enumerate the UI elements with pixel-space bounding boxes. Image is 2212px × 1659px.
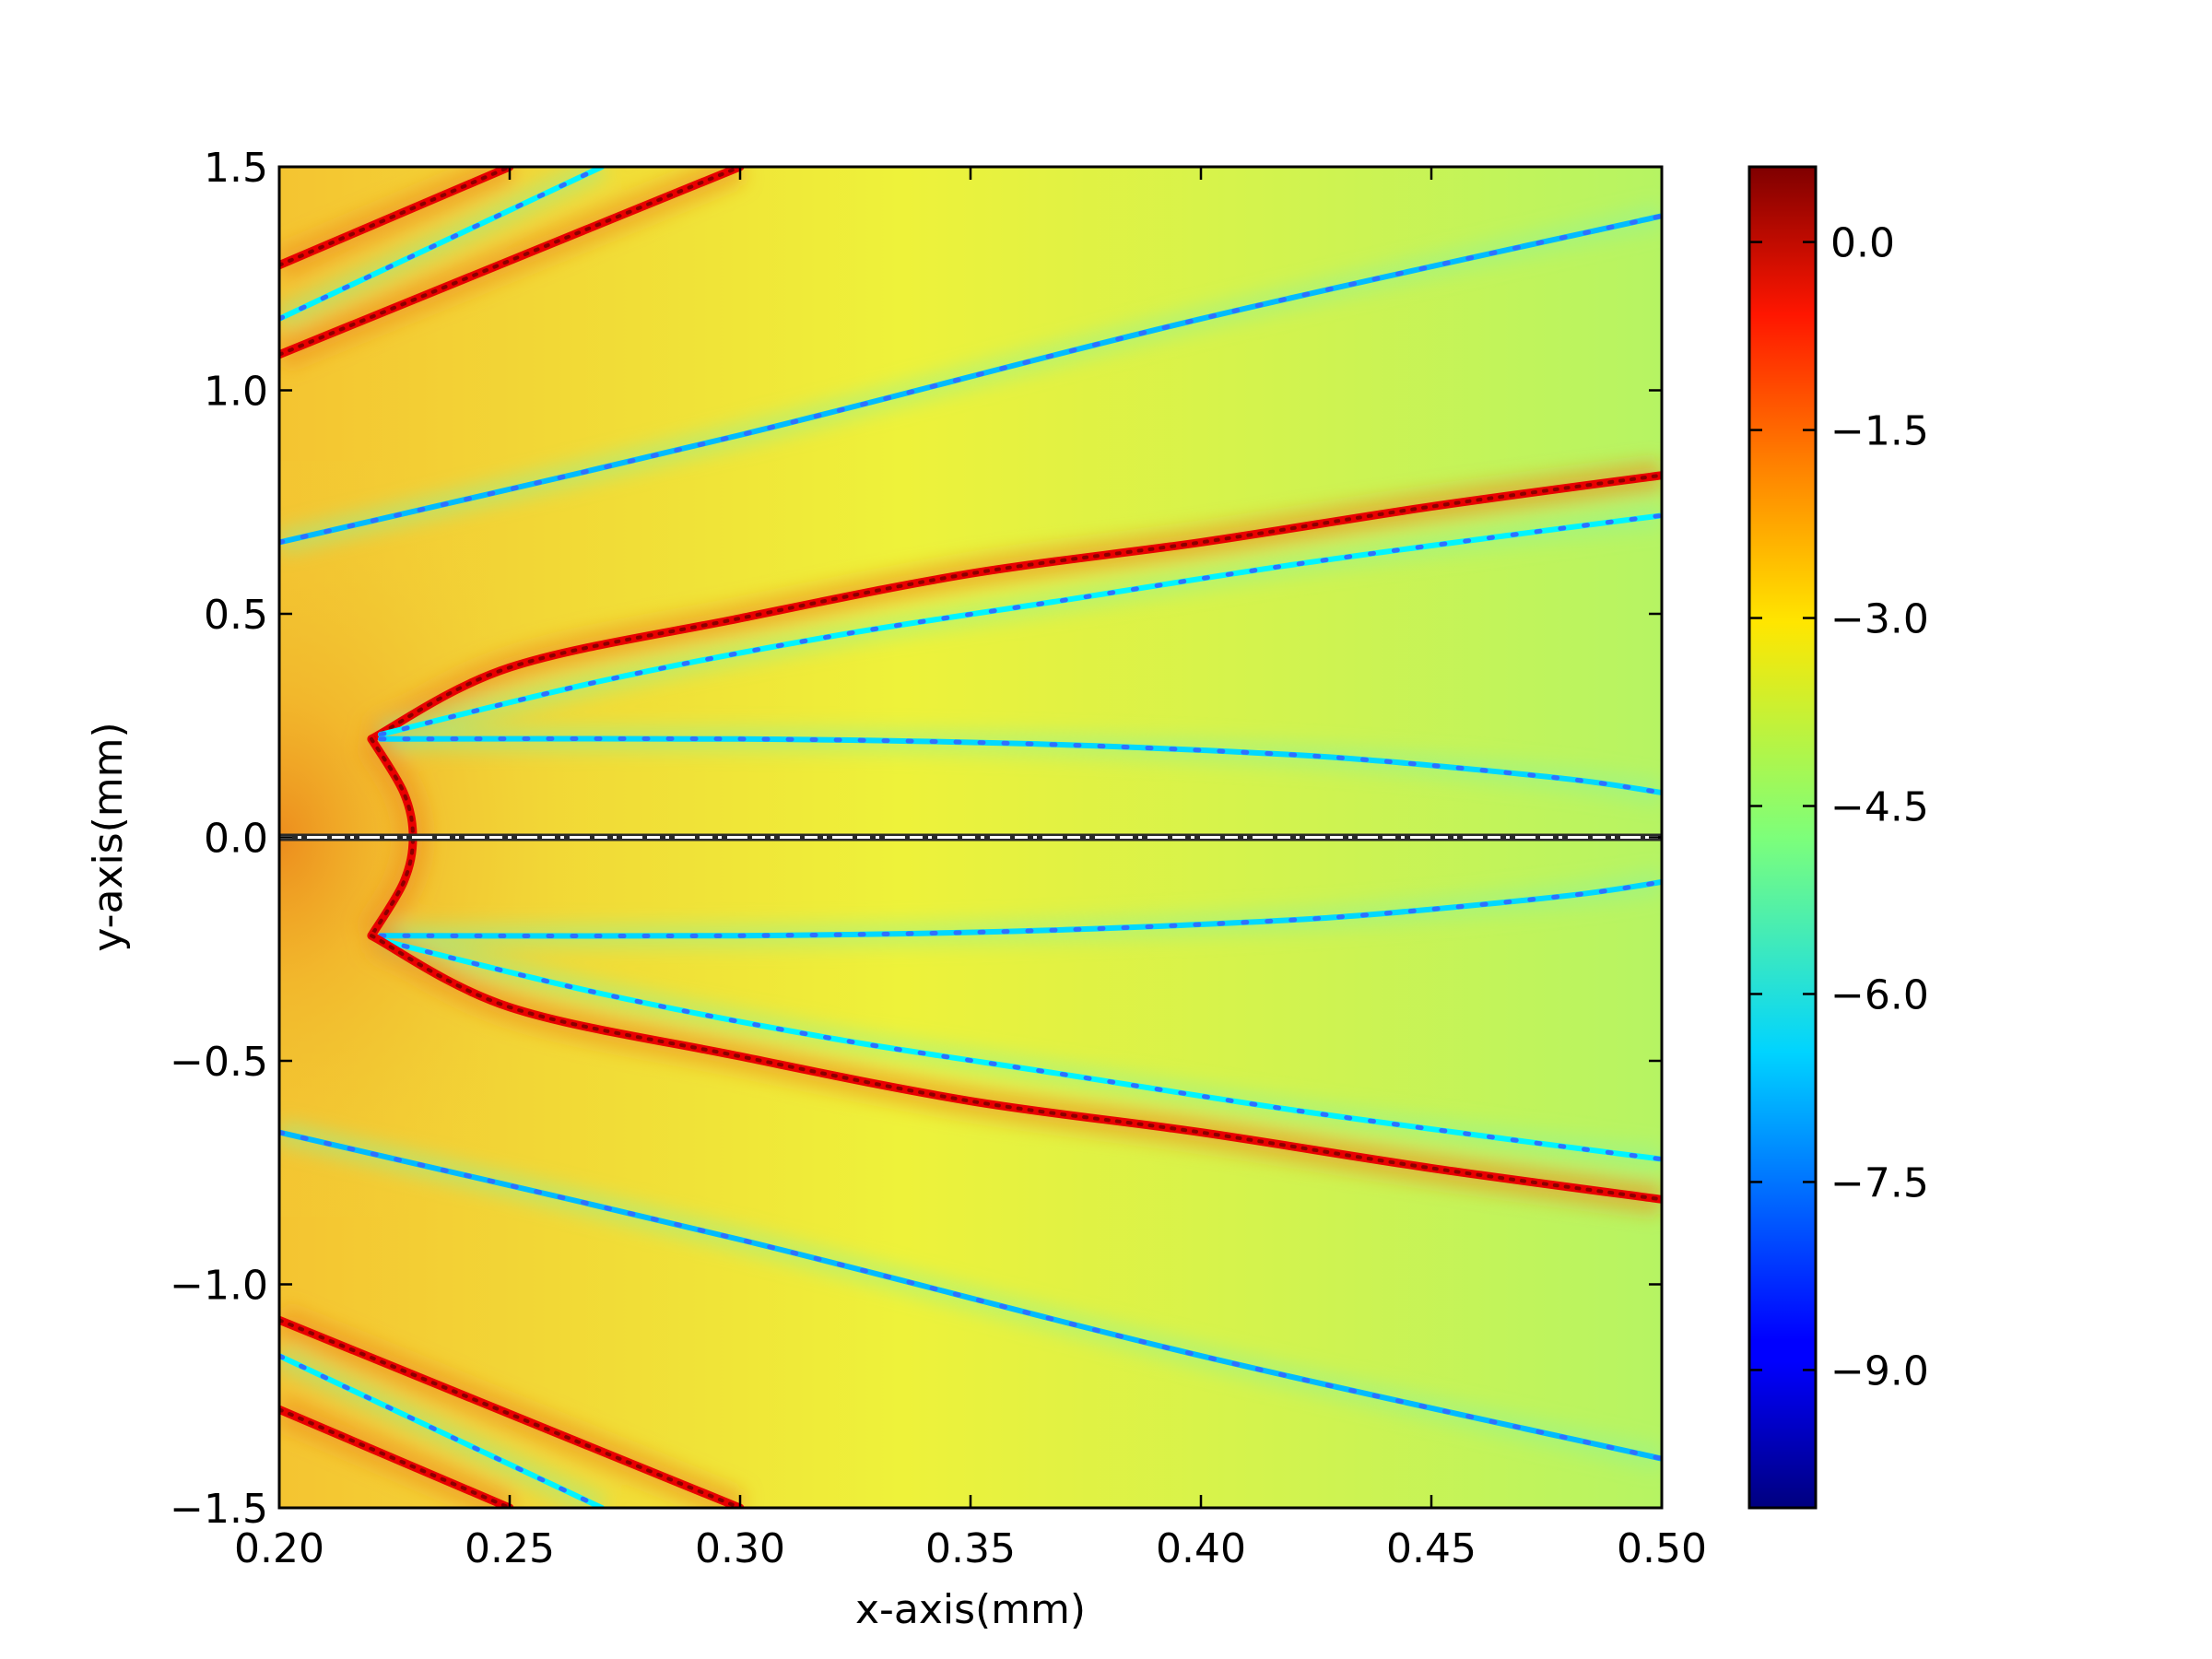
y-tick-label: −1.5 [170,1486,268,1533]
ridge-dots [279,167,512,267]
heatmap [279,167,1662,1508]
colorbar-tick-label: −3.0 [1830,596,1929,643]
x-axis: 0.20 0.25 0.30 0.35 0.40 0.45 0.50 [234,167,1707,1572]
trough-dots [378,879,1662,939]
colorbar-tick-label: −4.5 [1830,784,1929,831]
x-tick-label: 0.40 [1156,1525,1246,1572]
colorbar-tick-label: −7.5 [1830,1159,1929,1206]
x-tick-label: 0.20 [234,1525,324,1572]
y-axis-label: y-axis(mm) [85,722,132,951]
trough-line [378,937,1662,1162]
ridge-dots [279,1407,512,1508]
x-tick-label: 0.25 [465,1525,555,1572]
y-tick-label: −0.5 [170,1039,268,1086]
y-tick-label: 1.5 [204,145,268,192]
y-tick-label: 0.5 [204,592,268,639]
trough-line [279,167,605,322]
y-axis: 1.5 1.0 0.5 0.0 −0.5 −1.0 −1.5 [170,145,1662,1533]
x-tick-label: 0.45 [1386,1525,1477,1572]
colorbar-tick-label: 0.0 [1830,220,1895,267]
y-tick-label: 0.0 [204,816,268,863]
colorbar-tick-label: −1.5 [1830,408,1929,455]
trough-line [378,512,1662,737]
colorbar-tick-label: −6.0 [1830,971,1929,1018]
trough-line [279,1129,1662,1462]
trough-line [279,1353,605,1508]
trough-dots [378,735,1662,795]
colorbar-ticks: 0.0 −1.5 −3.0 −4.5 −6.0 −7.5 −9.0 [1749,220,1929,1394]
x-tick-label: 0.30 [695,1525,785,1572]
trough-line [279,213,1662,546]
y-tick-label: −1.0 [170,1263,268,1310]
colorbar-tick-label: −9.0 [1830,1347,1929,1394]
ridge-dots [370,473,1662,741]
ridge-line [279,1315,745,1508]
x-tick-label: 0.50 [1617,1525,1707,1572]
x-tick-label: 0.35 [925,1525,1016,1572]
x-axis-label: x-axis(mm) [855,1586,1086,1633]
colorbar [1747,165,1818,1510]
ridge-line [279,167,745,359]
y-tick-label: 1.0 [204,369,268,416]
ridge-dots [370,934,1662,1202]
ridge-dots [370,736,416,938]
heatmap-feature-lines [279,167,1662,1508]
